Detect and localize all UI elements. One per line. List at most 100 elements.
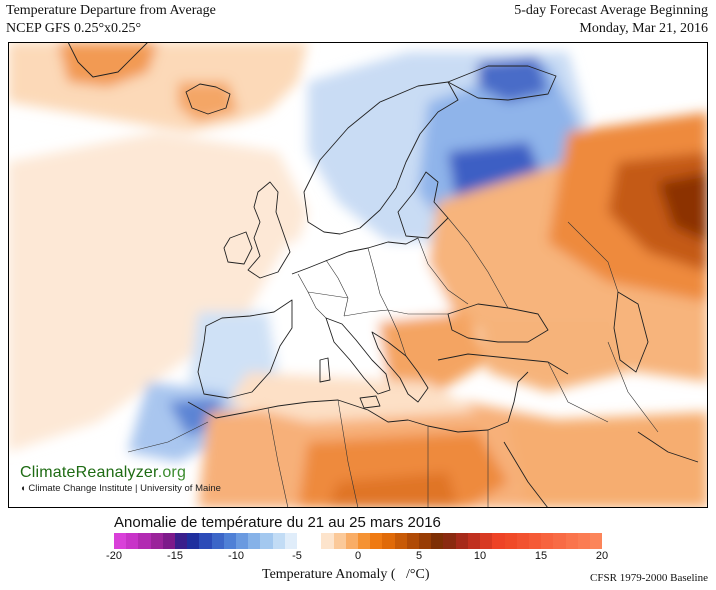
colorbar-tick-label: -15 bbox=[167, 550, 183, 562]
forecast-date: Monday, Mar 21, 2016 bbox=[579, 21, 708, 36]
colorbar-title: Temperature Anomaly ( /°C) bbox=[262, 567, 430, 582]
colorbar-tick-label: 20 bbox=[595, 550, 609, 562]
border-france bbox=[297, 273, 327, 319]
colorbar-cell bbox=[577, 533, 590, 549]
watermark-subtitle: ◖ Climate Change Institute | University … bbox=[20, 483, 221, 494]
colorbar-cell bbox=[284, 533, 298, 549]
colorbar-tick-label: 5 bbox=[415, 550, 423, 562]
forecast-period-label: 5-day Forecast Average Beginning bbox=[514, 3, 708, 18]
coast-italy bbox=[325, 317, 391, 395]
colorbar-cell bbox=[272, 533, 285, 549]
coastlines bbox=[67, 42, 699, 508]
temperature-anomaly-map bbox=[8, 42, 708, 508]
border-poland bbox=[367, 247, 389, 311]
colorbar-cell bbox=[394, 533, 407, 549]
watermark-subtitle-text: Climate Change Institute | University of… bbox=[28, 483, 221, 494]
colorbar-cell bbox=[406, 533, 420, 549]
colorbar-cell bbox=[528, 533, 542, 549]
map-caption: Anomalie de température du 21 au 25 mars… bbox=[114, 514, 441, 531]
coast-red-sea bbox=[503, 441, 549, 508]
border-middle-east-1 bbox=[547, 361, 609, 423]
anomaly-warm-balkans bbox=[378, 312, 488, 392]
colorbar-cell bbox=[199, 533, 212, 549]
colorbar-cell bbox=[553, 533, 566, 549]
colorbar-cell bbox=[138, 533, 151, 549]
colorbar-cell bbox=[467, 533, 481, 549]
colorbar-cell bbox=[126, 533, 139, 549]
logo-main-text: ClimateReanalyzer bbox=[20, 464, 158, 481]
colorbar-cell bbox=[455, 533, 468, 549]
watermark: ClimateReanalyzer.org ◖ Climate Change I… bbox=[20, 464, 221, 494]
colorbar-cell bbox=[370, 533, 383, 549]
coast-kola bbox=[447, 65, 557, 101]
colorbar-cell bbox=[187, 533, 200, 549]
coast-balkans bbox=[371, 331, 429, 403]
coast-greenland bbox=[67, 42, 149, 78]
colorbar-cell bbox=[175, 533, 188, 549]
border-kazakhstan bbox=[567, 221, 619, 293]
anomaly-warm-core-dark bbox=[658, 172, 708, 242]
coast-turkey bbox=[437, 353, 569, 375]
colorbar-cell bbox=[541, 533, 554, 549]
country-borders bbox=[127, 217, 659, 508]
colorbar-cell bbox=[150, 533, 163, 549]
anomaly-warm-turkey bbox=[478, 322, 628, 392]
colorbar-cell bbox=[358, 533, 371, 549]
colorbar-cell bbox=[333, 533, 346, 549]
colorbar-cell bbox=[589, 533, 603, 549]
coast-ireland bbox=[223, 231, 253, 265]
border-africa-2 bbox=[337, 399, 359, 508]
coast-iceland bbox=[185, 83, 231, 115]
colorbar-cell bbox=[211, 533, 224, 549]
colorbar-tick-label: -20 bbox=[106, 550, 122, 562]
map-canvas bbox=[8, 42, 708, 508]
border-balkans bbox=[387, 309, 407, 357]
coast-north-africa bbox=[187, 399, 509, 433]
colorbar-cell bbox=[443, 533, 456, 549]
anomaly-atlantic-band bbox=[8, 132, 308, 452]
coast-levant bbox=[507, 371, 529, 423]
colorbar-tick-label: 10 bbox=[473, 550, 487, 562]
colorbar-cell bbox=[431, 533, 444, 549]
border-africa-1 bbox=[267, 407, 289, 508]
colorbar-tick-label: -10 bbox=[228, 550, 244, 562]
coast-caspian bbox=[613, 291, 649, 373]
border-middle-east-2 bbox=[607, 341, 659, 433]
colorbar-tick-label: 0 bbox=[354, 550, 362, 562]
anomaly-warm-middle-east bbox=[508, 412, 708, 508]
colorbar-cell bbox=[345, 533, 359, 549]
colorbar-cell bbox=[382, 533, 395, 549]
baseline-label: CFSR 1979-2000 Baseline bbox=[590, 572, 708, 584]
anomaly-warm-greenland-core bbox=[58, 42, 158, 87]
border-russia-west bbox=[447, 217, 509, 309]
coast-persian-gulf bbox=[637, 431, 699, 463]
coast-sardinia bbox=[319, 357, 331, 383]
coast-black-sea bbox=[447, 303, 549, 343]
coast-sicily bbox=[359, 395, 381, 409]
colorbar-cell bbox=[516, 533, 529, 549]
forecast-info-block: 5-day Forecast Average Beginning Monday,… bbox=[514, 2, 708, 38]
colorbar-cell bbox=[504, 533, 517, 549]
model-label: NCEP GFS 0.25°x0.25° bbox=[6, 21, 142, 36]
colorbar-cell bbox=[236, 533, 249, 549]
border-central-2 bbox=[307, 291, 349, 299]
colorbar-cell bbox=[114, 533, 127, 549]
anomaly-warm-iceland bbox=[178, 82, 238, 122]
colorbar-cell bbox=[419, 533, 432, 549]
climate-reanalyzer-logo: ClimateReanalyzer.org bbox=[20, 464, 221, 482]
map-frame bbox=[8, 42, 708, 508]
colorbar-cell bbox=[162, 533, 176, 549]
colorbar bbox=[114, 533, 603, 549]
coast-scandinavia bbox=[303, 81, 459, 235]
anomaly-mediterranean bbox=[228, 372, 478, 422]
colorbar-tick-label: 15 bbox=[534, 550, 548, 562]
colorbar-ticks: -20 -15 -10 -5 0 5 10 15 20 bbox=[106, 550, 608, 564]
border-germany bbox=[325, 259, 349, 317]
colorbar-cell bbox=[565, 533, 578, 549]
map-title: Temperature Departure from Average bbox=[6, 3, 216, 18]
coast-baltic bbox=[397, 171, 449, 239]
border-ukraine bbox=[417, 237, 469, 305]
colorbar-cell bbox=[248, 533, 261, 549]
colorbar-cell bbox=[309, 533, 322, 549]
border-morocco bbox=[127, 421, 209, 453]
